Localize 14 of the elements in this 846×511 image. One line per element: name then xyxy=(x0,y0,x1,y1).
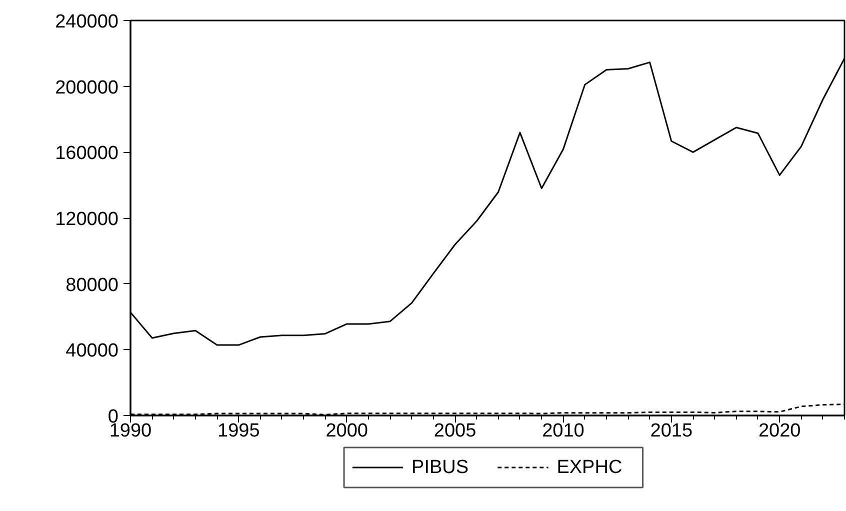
legend-label: EXPHC xyxy=(556,457,622,478)
y-tick-label: 120000 xyxy=(55,209,119,230)
y-tick-label: 200000 xyxy=(55,77,119,98)
legend-label: PIBUS xyxy=(412,457,469,478)
x-tick-label: 2000 xyxy=(326,420,368,442)
x-tick-label: 2005 xyxy=(434,420,476,442)
y-tick-label: 80000 xyxy=(66,274,119,296)
x-tick-label: 2015 xyxy=(650,420,693,442)
y-tick-label: 40000 xyxy=(66,340,119,362)
x-tick-label: 2010 xyxy=(542,420,584,442)
x-tick-label: 1995 xyxy=(218,420,260,442)
y-tick-label: 160000 xyxy=(55,143,119,164)
y-tick-label: 240000 xyxy=(55,12,119,32)
x-tick-label: 2020 xyxy=(758,420,801,442)
